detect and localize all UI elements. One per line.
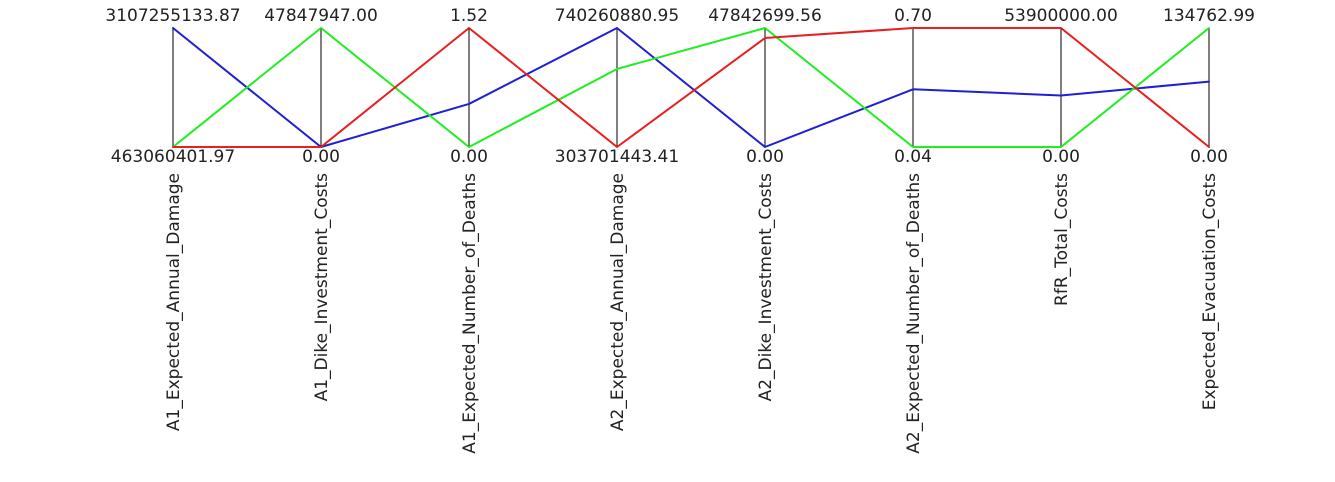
axis-name-4: A2_Expected_Annual_Damage [608, 173, 628, 431]
axis-min-label-5: 0.00 [746, 147, 784, 167]
axis-max-label-2: 47847947.00 [264, 6, 378, 26]
series-line-green [172, 27, 1210, 148]
axis-name-6: A2_Expected_Number_of_Deaths [904, 173, 924, 454]
labels-layer: 3107255133.87 463060401.97 A1_Expected_Ann… [105, 6, 1255, 454]
axis-min-label-8: 0.00 [1190, 147, 1228, 167]
axis-min-label-7: 0.00 [1042, 147, 1080, 167]
axis-min-label-3: 0.00 [450, 147, 488, 167]
axis-name-8: Expected_Evacuation_Costs [1200, 173, 1220, 410]
axis-max-label-6: 0.70 [894, 6, 932, 26]
series-line-blue [172, 27, 1210, 148]
axes-layer [172, 28, 1210, 147]
axis-min-label-2: 0.00 [302, 147, 340, 167]
series-layer [172, 27, 1210, 148]
axis-min-label-4: 303701443.41 [555, 147, 679, 167]
axis-min-label-1: 463060401.97 [111, 147, 235, 167]
axis-name-3: A1_Expected_Number_of_Deaths [460, 173, 480, 454]
axis-name-2: A1_Dike_Investment_Costs [312, 173, 332, 402]
axis-max-label-8: 134762.99 [1163, 6, 1255, 26]
axis-max-label-5: 47842699.56 [708, 6, 822, 26]
axis-max-label-7: 53900000.00 [1004, 6, 1118, 26]
axis-name-7: RfR_Total_Costs [1052, 173, 1072, 306]
axis-max-label-3: 1.52 [450, 6, 488, 26]
axis-name-1: A1_Expected_Annual_Damage [164, 173, 184, 431]
axis-max-label-4: 740260880.95 [555, 6, 679, 26]
series-line-red [172, 27, 1210, 148]
axis-min-label-6: 0.04 [894, 147, 932, 167]
axis-name-5: A2_Dike_Investment_Costs [756, 173, 776, 402]
axis-max-label-1: 3107255133.87 [105, 6, 240, 26]
